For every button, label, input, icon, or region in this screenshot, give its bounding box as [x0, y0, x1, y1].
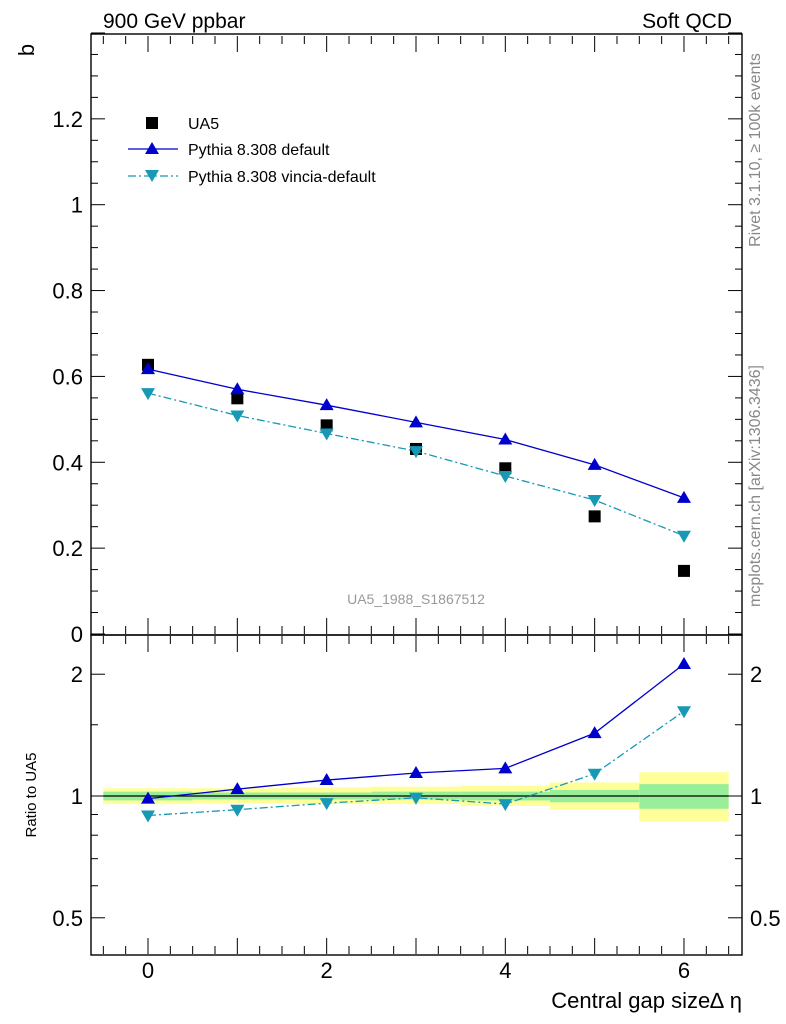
- header-left: 900 GeV ppbar: [103, 10, 245, 33]
- ratio-y-tick-label-right: 2: [750, 662, 762, 687]
- main-y-tick-label: 0.6: [52, 364, 83, 389]
- x-axis-label: Central gap size∆ η: [551, 988, 742, 1013]
- ratio-default-point: [676, 656, 691, 669]
- ratio-default-line: [147, 663, 685, 800]
- legend-marker-default: [145, 142, 159, 154]
- ua5-data-point: [588, 510, 601, 523]
- legend-label-ua5: UA5: [188, 116, 219, 133]
- default-point: [141, 362, 155, 375]
- ratio-default-point: [230, 782, 245, 795]
- x-tick-label: 6: [678, 958, 690, 983]
- main-y-tick-label: 0.2: [52, 536, 83, 561]
- main-y-tick-label: 1.2: [52, 107, 83, 132]
- main-y-tick-label: 0.8: [52, 279, 83, 304]
- ratio-y-tick-label-left: 1: [71, 784, 83, 809]
- vincia-point: [230, 410, 245, 423]
- ratio-uncertainty-bands: [103, 772, 729, 822]
- main-y-tick-label: 0.4: [52, 450, 83, 475]
- ratio-vincia-point: [230, 804, 245, 817]
- ratio-vincia-point: [319, 798, 334, 811]
- x-tick-label: 4: [499, 958, 511, 983]
- x-tick-label: 0: [142, 958, 154, 983]
- legend-marker-ua5: [146, 117, 158, 129]
- vincia-point: [587, 495, 602, 508]
- main-y-tick-label: 1: [71, 193, 83, 218]
- default-point: [498, 432, 513, 445]
- vincia-point: [498, 471, 513, 484]
- default-point: [587, 457, 602, 470]
- legend: UA5 Pythia 8.308 default Pythia 8.308 vi…: [128, 116, 376, 186]
- legend-label-default: Pythia 8.308 default: [188, 142, 330, 159]
- ratio-vincia-point: [141, 810, 155, 823]
- vincia-point: [676, 530, 691, 543]
- ratio-y-axis-label: Ratio to UA5: [23, 752, 40, 837]
- ratio-default-point: [408, 765, 423, 778]
- ratio-default-point: [141, 791, 155, 804]
- ratio-y-tick-label-right: 1: [750, 784, 762, 809]
- ratio-default-point: [498, 761, 513, 774]
- main-y-axis-label: b: [14, 44, 39, 56]
- default-point: [230, 382, 245, 395]
- mcplots-side-label: mcplots.cern.ch [arXiv:1306.3436]: [747, 365, 764, 607]
- header-right: Soft QCD: [642, 10, 732, 33]
- ratio-y-tick-label-left: 2: [71, 662, 83, 687]
- ratio-default-point: [319, 773, 334, 786]
- ua5-data-point: [320, 419, 333, 432]
- ratio-vincia-point: [408, 792, 423, 805]
- default-line: [147, 368, 685, 499]
- ratio-default-point: [587, 726, 602, 739]
- ratio-y-tick-label-right: 0.5: [750, 906, 781, 931]
- default-point: [319, 398, 334, 411]
- ua5-data-point: [677, 564, 690, 577]
- analysis-annotation: UA5_1988_S1867512: [347, 591, 485, 607]
- vincia-point: [319, 428, 334, 441]
- ratio-panel-frame: [90, 634, 743, 956]
- ratio-vincia-point: [498, 799, 513, 812]
- rivet-side-label: Rivet 3.1.10, ≥ 100k events: [747, 53, 764, 247]
- ratio-vincia-point: [587, 768, 602, 781]
- main-y-tick-label: 0: [71, 622, 83, 647]
- x-tick-label: 2: [321, 958, 333, 983]
- vincia-point: [408, 446, 423, 459]
- legend-label-vincia: Pythia 8.308 vincia-default: [188, 169, 376, 186]
- vincia-line: [147, 392, 685, 537]
- ratio-vincia-point: [676, 706, 691, 719]
- vincia-point: [141, 388, 155, 401]
- ratio-y-tick-label-left: 0.5: [52, 906, 83, 931]
- default-point: [676, 490, 691, 503]
- legend-marker-vincia: [145, 170, 159, 182]
- default-point: [408, 415, 423, 428]
- ua5-data-point: [231, 392, 244, 405]
